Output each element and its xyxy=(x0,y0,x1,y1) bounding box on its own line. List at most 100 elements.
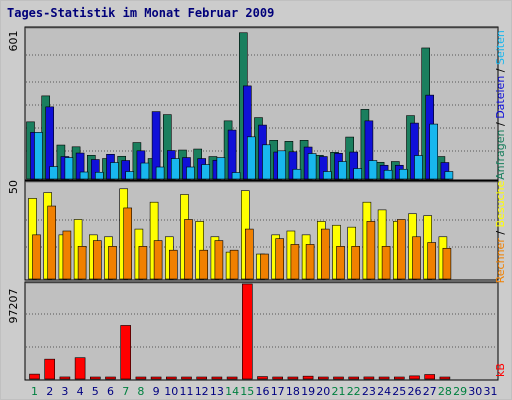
seiten-bar xyxy=(140,162,150,180)
rechner-bar xyxy=(412,236,421,280)
seiten-bar xyxy=(201,164,210,180)
seiten-bar xyxy=(125,171,134,180)
x-tick-label-day: 13 xyxy=(210,385,224,398)
rechner-bar xyxy=(427,242,437,280)
seiten-bar xyxy=(171,158,180,180)
seiten-bar xyxy=(322,171,332,180)
x-tick-label-day: 18 xyxy=(286,385,300,398)
legend-entry: Dateien xyxy=(494,76,507,119)
seiten-bar xyxy=(444,171,454,180)
rechner-bar xyxy=(275,238,285,280)
kb-bar xyxy=(74,357,86,380)
y-tick-label-kb: 97207 xyxy=(7,289,20,324)
dateien-bar xyxy=(227,129,237,180)
legend-entry: / xyxy=(494,119,507,130)
kb-bar xyxy=(378,376,390,380)
legend-entry: Rechner xyxy=(494,238,507,284)
kb-bar xyxy=(135,376,147,380)
x-tick-label-day: 22 xyxy=(347,385,361,398)
rechner-bar xyxy=(381,246,391,280)
legend-entry: Besuche xyxy=(494,180,507,227)
x-tick-label-day: 4 xyxy=(77,385,84,398)
kb-bar xyxy=(105,376,116,380)
seiten-bar xyxy=(49,166,59,180)
rechner-bar xyxy=(351,246,361,280)
legend-visits-hosts: Rechner / Besuche xyxy=(494,180,507,283)
rechner-bar xyxy=(229,249,239,280)
legend-hits-files-pages: Anfragen / Dateien / Seiten xyxy=(494,30,507,180)
seiten-bar xyxy=(429,123,439,180)
seiten-bar xyxy=(79,171,89,180)
seiten-bar xyxy=(186,166,195,180)
legend-entry: / xyxy=(494,227,507,238)
kb-bar xyxy=(393,376,405,380)
kb-bar xyxy=(348,376,360,380)
x-tick-label-day: 12 xyxy=(195,385,209,398)
rechner-bar xyxy=(138,246,148,280)
x-tick-label-day: 31 xyxy=(484,385,498,398)
rechner-bar xyxy=(290,244,300,280)
x-tick-label-day: 29 xyxy=(453,385,467,398)
kb-bar xyxy=(90,376,101,380)
kb-bar xyxy=(272,376,284,380)
rechner-bar xyxy=(93,240,102,280)
kb-bar xyxy=(242,283,253,380)
rechner-bar xyxy=(396,219,406,280)
rechner-bar xyxy=(169,249,178,280)
x-tick-label-day: 26 xyxy=(408,385,422,398)
x-tick-label-day: 17 xyxy=(271,385,285,398)
seiten-bar xyxy=(307,153,317,180)
seiten-bar xyxy=(338,161,347,180)
x-tick-label-day: 14 xyxy=(225,385,239,398)
x-tick-label-day: 7 xyxy=(122,385,129,398)
rechner-bar xyxy=(214,240,224,280)
x-tick-label-day: 3 xyxy=(61,385,68,398)
rechner-bar xyxy=(77,246,87,280)
kb-bar xyxy=(439,376,451,380)
rechner-bar xyxy=(320,228,330,280)
kb-bar xyxy=(409,375,420,380)
rechner-bar xyxy=(199,249,208,280)
seiten-bar xyxy=(155,166,165,180)
seiten-bar xyxy=(368,160,378,180)
rechner-bar xyxy=(62,230,72,280)
rechner-bar xyxy=(153,240,163,280)
chart-title: Tages-Statistik im Monat Februar 2009 xyxy=(7,6,275,20)
kb-bar xyxy=(166,376,177,380)
seiten-bar xyxy=(247,136,256,180)
kb-bar xyxy=(317,376,329,380)
rechner-bar xyxy=(260,253,269,280)
seiten-bar xyxy=(414,155,423,180)
panel-3-background xyxy=(24,281,499,381)
x-tick-label-day: 21 xyxy=(332,385,346,398)
legend-entry: Seiten xyxy=(494,30,507,65)
seiten-bar xyxy=(34,132,43,180)
rechner-bar xyxy=(123,207,132,280)
seiten-bar xyxy=(262,144,271,180)
x-tick-label-day: 15 xyxy=(240,385,254,398)
kb-bar xyxy=(226,376,238,380)
seiten-bar xyxy=(95,171,104,180)
rechner-bar xyxy=(442,247,452,280)
x-tick-label-day: 20 xyxy=(316,385,330,398)
rechner-bar xyxy=(305,244,315,280)
x-tick-label-day: 24 xyxy=(377,385,391,398)
kb-bar xyxy=(150,376,162,380)
seiten-bar xyxy=(353,168,363,180)
rechner-bar xyxy=(108,246,117,280)
rechner-bar xyxy=(336,246,345,280)
rechner-bar xyxy=(184,219,193,280)
x-tick-label-day: 8 xyxy=(137,385,144,398)
kb-bar xyxy=(211,376,223,380)
kb-bar xyxy=(181,376,192,380)
seiten-bar xyxy=(231,172,241,180)
seiten-bar xyxy=(292,168,302,180)
x-tick-label-day: 2 xyxy=(46,385,53,398)
legend-entry: / xyxy=(494,65,507,76)
y-tick-label-hits-files-pages: 601 xyxy=(7,31,20,52)
rechner-bar xyxy=(32,234,41,280)
x-tick-label-day: 9 xyxy=(153,385,160,398)
seiten-bar xyxy=(398,168,408,180)
